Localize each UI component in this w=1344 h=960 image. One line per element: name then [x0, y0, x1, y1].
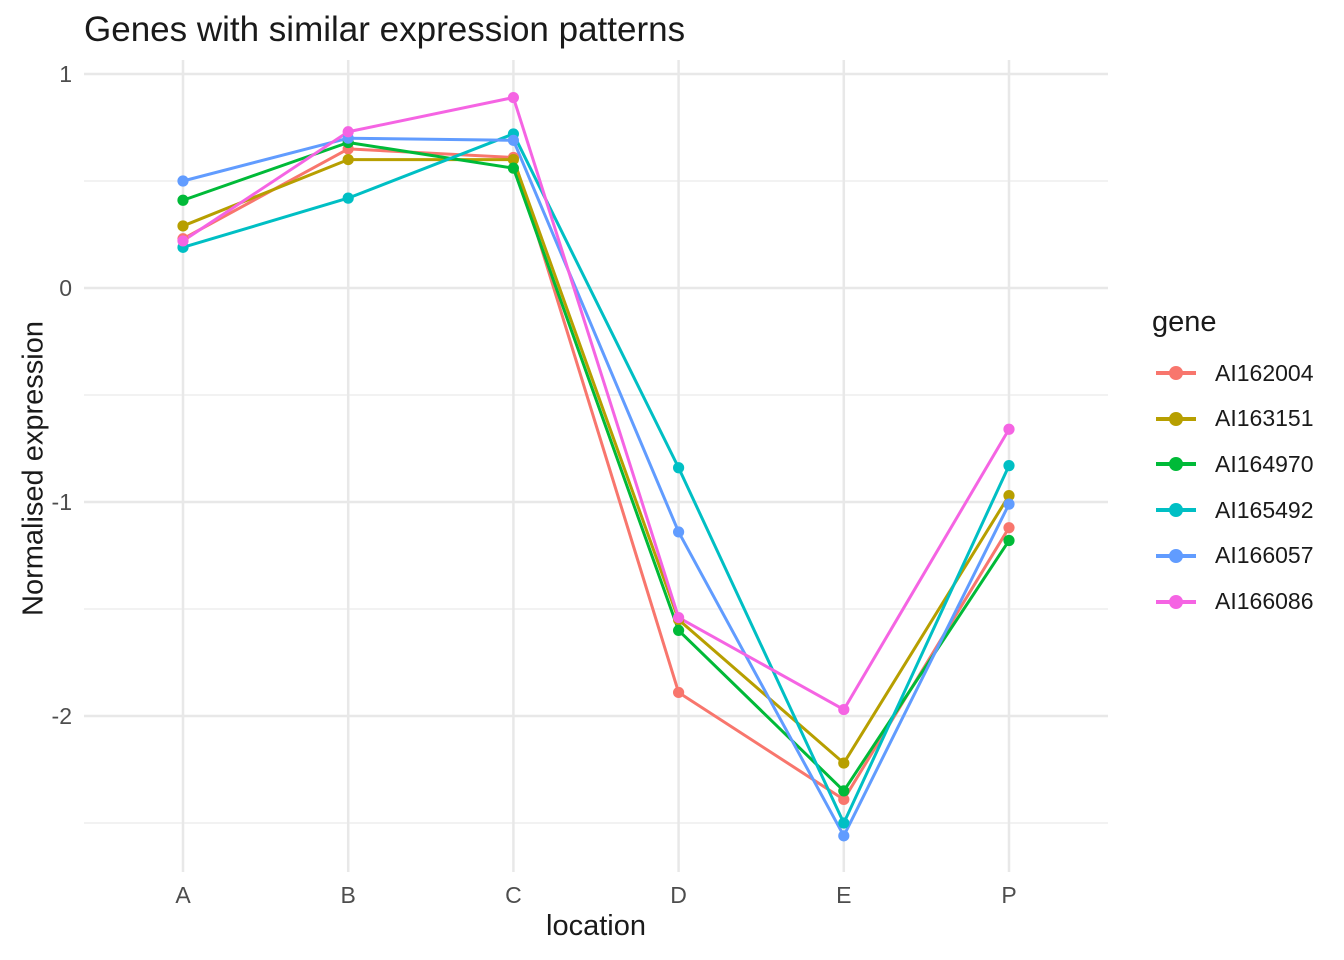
- data-point-AI166057-P: [1003, 498, 1015, 510]
- legend-item-AI166057: AI166057: [1154, 541, 1313, 571]
- legend-item-AI163151: AI163151: [1154, 404, 1313, 434]
- legend-label: AI166057: [1215, 542, 1314, 569]
- data-point-AI163151-C: [507, 154, 519, 166]
- y-tick-label: 0: [59, 275, 72, 301]
- data-point-AI165492-P: [1003, 460, 1015, 472]
- legend-key-icon: [1156, 594, 1196, 609]
- data-point-AI164970-P: [1003, 534, 1015, 547]
- data-point-AI166057-E: [838, 830, 850, 842]
- legend-key-point: [1169, 366, 1183, 380]
- legend-item-AI162004: AI162004: [1154, 358, 1313, 388]
- legend-title: gene: [1152, 306, 1217, 338]
- data-point-AI166086-D: [673, 611, 685, 624]
- data-point-AI166086-A: [177, 235, 189, 247]
- x-axis-title: location: [546, 910, 646, 942]
- series-line-AI166057: [181, 136, 1011, 838]
- legend-label: AI163151: [1215, 405, 1314, 432]
- data-point-AI165492-E: [838, 817, 850, 829]
- legend-label: AI164970: [1215, 450, 1314, 477]
- data-point-AI165492-B: [342, 192, 354, 204]
- data-point-AI166057-C: [507, 134, 519, 146]
- data-point-AI165492-D: [673, 462, 685, 474]
- data-point-AI166086-P: [1003, 423, 1015, 435]
- x-tick-label: C: [505, 882, 522, 908]
- y-tick-label: -1: [51, 489, 72, 515]
- legend-label: AI162004: [1215, 359, 1314, 386]
- chart-title: Genes with similar expression patterns: [84, 10, 686, 49]
- data-point-AI164970-C: [507, 162, 519, 174]
- data-point-AI164970-D: [673, 624, 685, 637]
- series-line-AI165492: [181, 132, 1011, 825]
- x-tick-label: P: [1001, 882, 1017, 908]
- series-line-AI163151: [181, 158, 1011, 765]
- legend-key-point: [1169, 411, 1183, 426]
- data-point-AI164970-A: [177, 194, 189, 206]
- series-line-AI164970: [181, 140, 1011, 793]
- legend-key-icon: [1156, 503, 1196, 518]
- legend-key-point: [1169, 457, 1183, 472]
- data-point-AI166086-B: [342, 126, 354, 138]
- data-point-AI162004-E: [838, 793, 850, 806]
- legend-item-AI166086: AI166086: [1154, 587, 1313, 617]
- data-point-AI166057-A: [177, 175, 189, 187]
- y-axis-title: Normalised expression: [17, 321, 50, 616]
- legend-item-AI165492: AI165492: [1154, 495, 1313, 525]
- legend-key-icon: [1156, 366, 1196, 380]
- legend-item-AI164970: AI164970: [1154, 449, 1313, 479]
- series-line-AI162004: [181, 147, 1011, 801]
- data-point-AI163151-P: [1003, 489, 1015, 502]
- data-point-AI166057-D: [673, 526, 685, 538]
- series-line-AI166086: [181, 96, 1011, 712]
- legend-label: AI166086: [1215, 588, 1314, 614]
- x-tick-label: E: [836, 882, 852, 908]
- legend-key-point: [1169, 594, 1183, 609]
- data-point-AI164970-E: [838, 785, 850, 797]
- y-tick-label: -2: [51, 703, 72, 729]
- data-point-AI166086-E: [838, 703, 850, 716]
- data-point-AI163151-B: [342, 154, 354, 166]
- legend-key-icon: [1156, 457, 1196, 472]
- data-point-AI166086-C: [507, 91, 519, 104]
- data-point-AI163151-E: [838, 757, 850, 769]
- legend-key-point: [1169, 503, 1183, 518]
- data-point-AI162004-P: [1003, 522, 1015, 534]
- legend-key-point: [1169, 548, 1183, 563]
- data-point-AI163151-A: [177, 220, 189, 232]
- x-tick-label: D: [670, 882, 687, 908]
- data-point-AI162004-D: [673, 686, 685, 699]
- y-tick-label: 1: [59, 61, 72, 87]
- legend-label: AI165492: [1215, 496, 1314, 523]
- legend-key-icon: [1156, 411, 1196, 426]
- legend-key-icon: [1156, 548, 1196, 563]
- x-tick-label: A: [175, 882, 191, 908]
- x-tick-label: B: [340, 882, 356, 908]
